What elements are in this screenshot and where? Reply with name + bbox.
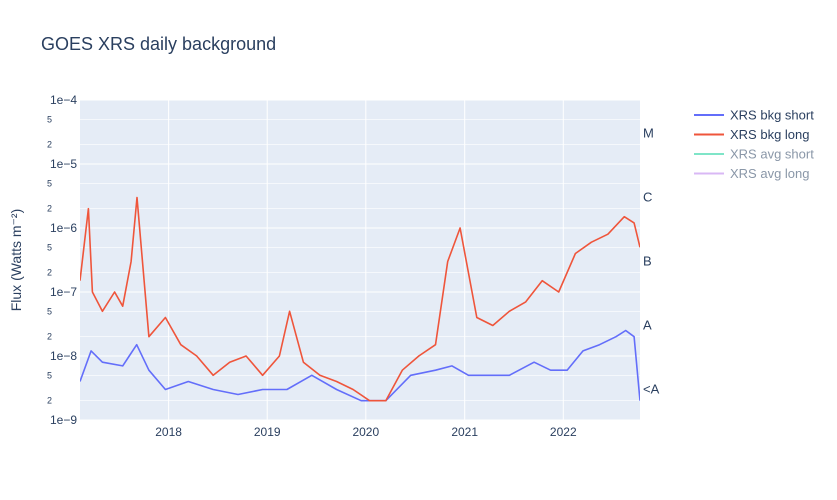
y-minor-tick-label: 5 bbox=[47, 242, 52, 252]
y-minor-tick-label: 5 bbox=[47, 178, 52, 188]
y-tick-label: 1e−7 bbox=[50, 285, 77, 299]
flare-class-label: A bbox=[643, 317, 652, 332]
y-tick-label: 1e−6 bbox=[50, 221, 77, 235]
y-minor-tick-label: 5 bbox=[47, 306, 52, 316]
flare-class-labels: M C B A <A bbox=[643, 125, 660, 396]
legend-label: XRS avg long bbox=[730, 166, 810, 181]
y-minor-tick-label: 2 bbox=[47, 396, 52, 406]
series-line bbox=[80, 196, 640, 402]
x-tick-label: 2019 bbox=[254, 425, 281, 439]
legend: XRS bkg short XRS bkg long XRS avg short XR… bbox=[694, 108, 814, 181]
legend-label: XRS bkg long bbox=[730, 127, 810, 142]
x-tick-label: 2021 bbox=[451, 425, 478, 439]
y-minor-tick-label: 2 bbox=[47, 268, 52, 278]
y-minor-tick-label: 5 bbox=[47, 114, 52, 124]
gridlines bbox=[80, 99, 640, 421]
y-tick-label: 1e−8 bbox=[50, 349, 77, 363]
y-axis-ticks: 1e−4 5 2 1e−5 5 2 1e−6 5 2 1e−7 5 2 1e−8 5 2 1e−9 bbox=[47, 93, 77, 427]
legend-label: XRS avg short bbox=[730, 147, 814, 162]
flare-class-label: M bbox=[643, 125, 654, 140]
y-tick-label: 1e−5 bbox=[50, 157, 77, 171]
x-tick-label: 2020 bbox=[352, 425, 379, 439]
chart-title: GOES XRS daily background bbox=[41, 34, 276, 54]
flare-class-label: <A bbox=[643, 381, 660, 396]
y-minor-tick-label: 5 bbox=[47, 370, 52, 380]
series-layer bbox=[80, 196, 640, 402]
legend-item[interactable]: XRS bkg short bbox=[694, 108, 814, 123]
y-minor-tick-label: 2 bbox=[47, 204, 52, 214]
x-tick-label: 2018 bbox=[155, 425, 182, 439]
legend-label: XRS bkg short bbox=[730, 108, 814, 123]
x-tick-label: 2022 bbox=[550, 425, 577, 439]
legend-item[interactable]: XRS avg short bbox=[694, 147, 814, 162]
y-minor-tick-label: 2 bbox=[47, 332, 52, 342]
x-axis-ticks: 2018 2019 2020 2021 2022 bbox=[155, 425, 577, 439]
legend-item[interactable]: XRS avg long bbox=[694, 166, 810, 181]
y-axis-title: Flux (Watts m⁻²) bbox=[8, 209, 24, 312]
y-tick-label: 1e−9 bbox=[50, 413, 77, 427]
flare-class-label: B bbox=[643, 253, 652, 268]
plot-background bbox=[80, 100, 640, 420]
y-minor-tick-label: 2 bbox=[47, 140, 52, 150]
flare-class-label: C bbox=[643, 189, 652, 204]
y-tick-label: 1e−4 bbox=[50, 93, 77, 107]
legend-item[interactable]: XRS bkg long bbox=[694, 127, 810, 142]
